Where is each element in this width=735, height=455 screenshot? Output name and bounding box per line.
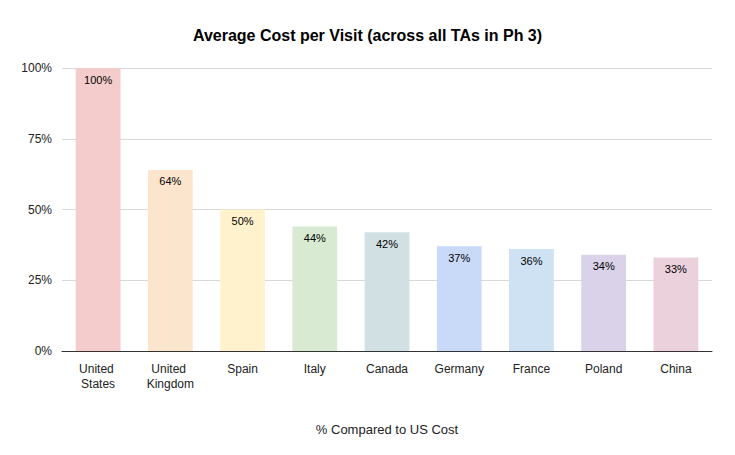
svg-text:States: States — [81, 377, 115, 391]
svg-text:64%: 64% — [159, 175, 181, 187]
svg-text:42%: 42% — [376, 238, 398, 250]
svg-text:34%: 34% — [593, 260, 615, 272]
svg-text:Spain: Spain — [227, 362, 258, 376]
svg-text:France: France — [513, 362, 551, 376]
svg-text:0%: 0% — [35, 344, 53, 358]
svg-text:United: United — [79, 362, 117, 376]
svg-text:Average Cost per Visit (across: Average Cost per Visit (across all TAs i… — [193, 27, 542, 44]
svg-text:33%: 33% — [665, 263, 687, 275]
svg-text:44%: 44% — [304, 232, 326, 244]
svg-text:Germany: Germany — [435, 362, 484, 376]
svg-text:100%: 100% — [21, 61, 52, 75]
svg-text:Poland: Poland — [585, 362, 622, 376]
svg-text:36%: 36% — [520, 255, 542, 267]
svg-text:Canada: Canada — [366, 362, 408, 376]
svg-text:37%: 37% — [448, 252, 470, 264]
svg-text:Italy: Italy — [304, 362, 326, 376]
svg-text:75%: 75% — [28, 132, 52, 146]
svg-text:Kingdom: Kingdom — [147, 377, 194, 391]
svg-text:50%: 50% — [232, 215, 254, 227]
svg-text:50%: 50% — [28, 203, 52, 217]
svg-text:% Compared to US Cost: % Compared to US Cost — [316, 422, 459, 437]
svg-text:25%: 25% — [28, 273, 52, 287]
svg-text:100%: 100% — [84, 74, 112, 86]
svg-text:China: China — [660, 362, 692, 376]
svg-text:United: United — [151, 362, 189, 376]
